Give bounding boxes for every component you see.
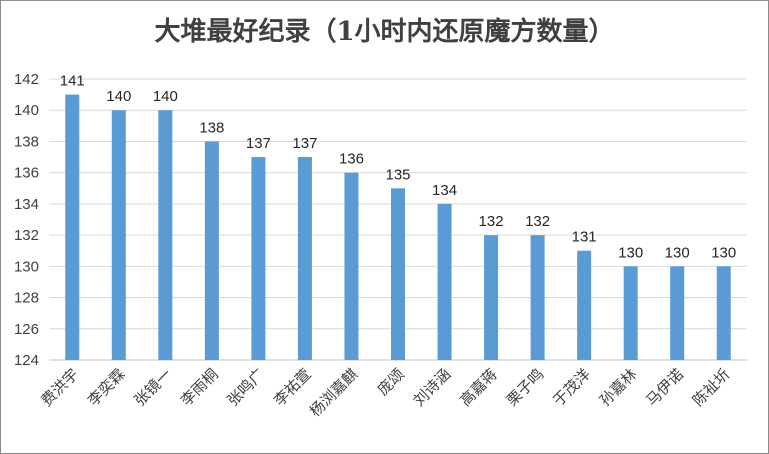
bar [670, 266, 685, 360]
data-label: 136 [339, 151, 364, 168]
bar [158, 110, 173, 360]
category-label: 李奕霖 [84, 365, 129, 410]
category-label: 于茂洋 [549, 365, 594, 410]
category-label: 高嘉蒋 [456, 365, 501, 410]
bar [530, 235, 545, 360]
data-label: 137 [292, 135, 317, 152]
category-label: 刘诗涵 [410, 365, 455, 410]
bar [251, 157, 266, 360]
bar [623, 266, 638, 360]
bar [391, 188, 405, 360]
bar [65, 94, 80, 360]
category-label: 李祐萱 [270, 365, 315, 410]
y-tick-label: 132 [14, 227, 39, 244]
y-tick-label: 126 [14, 321, 39, 338]
data-label: 140 [153, 88, 178, 105]
category-label: 张鸣广 [224, 365, 269, 410]
bars [65, 94, 731, 360]
bar [111, 110, 126, 360]
data-label: 134 [432, 182, 457, 199]
data-label: 138 [199, 119, 224, 136]
category-label: 庞颂 [374, 365, 408, 399]
category-label: 马伊诺 [642, 365, 687, 410]
bar [716, 266, 731, 360]
category-label: 张镜一 [131, 365, 176, 410]
data-label: 130 [711, 244, 736, 261]
data-label: 130 [618, 244, 643, 261]
data-label: 130 [665, 244, 690, 261]
y-axis-ticks: 124 126 128 130 132 134 136 138 140 142 [14, 71, 39, 369]
x-axis-categories: 费洪宇 李奕霖 张镜一 李雨桐 张鸣广 李祐萱杨浏嘉麒 庞颂 刘诗涵 高嘉蒋 栗子鸣 于茂洋 孙嘉林马… [38, 365, 734, 420]
bar [344, 172, 359, 360]
y-tick-label: 136 [14, 165, 39, 182]
data-labels: 141 140 140 138 137 137 136 135 134 132 132 131 130 1… [60, 73, 736, 262]
y-tick-label: 142 [14, 71, 39, 88]
data-label: 131 [572, 229, 597, 246]
data-label: 132 [525, 213, 550, 230]
category-label: 费洪宇 [38, 365, 83, 410]
y-tick-label: 130 [14, 258, 39, 275]
chart-title: 大堆最好纪录（1小时内还原魔方数量） [154, 17, 615, 47]
category-label: 栗子鸣 [503, 365, 548, 410]
data-label: 132 [479, 213, 504, 230]
category-label: 孙嘉林 [596, 365, 641, 410]
bar [204, 141, 219, 360]
data-label: 135 [385, 166, 410, 183]
category-label: 杨浏嘉麒 [306, 365, 361, 420]
y-tick-label: 128 [14, 290, 39, 307]
data-label: 137 [246, 135, 271, 152]
bar [437, 203, 452, 360]
y-tick-label: 138 [14, 133, 39, 150]
bar [577, 250, 592, 360]
data-label: 141 [60, 73, 85, 90]
y-tick-label: 140 [14, 102, 39, 119]
y-tick-label: 124 [14, 352, 39, 369]
data-label: 140 [106, 88, 131, 105]
y-tick-label: 134 [14, 196, 39, 213]
bar [484, 235, 499, 360]
category-label: 李雨桐 [177, 365, 222, 410]
bar [297, 157, 312, 360]
category-label: 陈祉圻 [689, 365, 734, 410]
